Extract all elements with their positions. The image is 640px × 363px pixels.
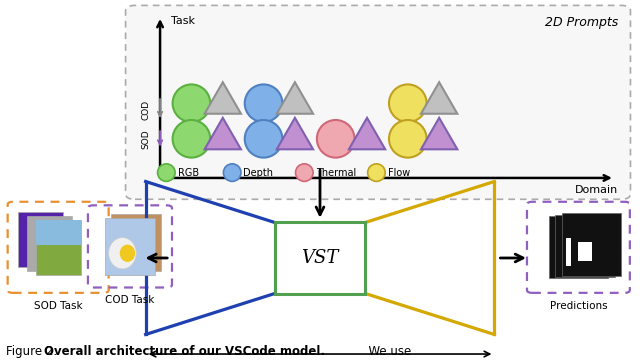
- Text: COD: COD: [142, 100, 151, 121]
- Text: 2D Prompts: 2D Prompts: [545, 16, 618, 29]
- Ellipse shape: [120, 245, 134, 261]
- Bar: [579, 242, 591, 261]
- Text: We use: We use: [361, 345, 411, 358]
- Bar: [562, 213, 621, 276]
- Polygon shape: [205, 82, 241, 114]
- Bar: [555, 215, 615, 277]
- Bar: [111, 215, 161, 271]
- Polygon shape: [421, 118, 458, 149]
- Ellipse shape: [173, 120, 210, 158]
- Text: RGB: RGB: [178, 168, 199, 178]
- Ellipse shape: [223, 164, 241, 182]
- Text: ✦: ✦: [36, 243, 45, 253]
- Ellipse shape: [389, 85, 427, 122]
- Polygon shape: [205, 118, 241, 149]
- Polygon shape: [349, 118, 385, 149]
- Bar: [36, 220, 81, 245]
- Ellipse shape: [244, 85, 282, 122]
- Ellipse shape: [109, 238, 136, 269]
- Bar: [40, 233, 56, 257]
- Ellipse shape: [367, 164, 385, 182]
- Text: Flow: Flow: [388, 168, 410, 178]
- Text: SOD: SOD: [142, 129, 151, 148]
- Polygon shape: [421, 82, 458, 114]
- Text: Overall architecture of our VSCode model.: Overall architecture of our VSCode model…: [44, 345, 325, 358]
- Bar: [36, 220, 81, 275]
- Ellipse shape: [157, 164, 175, 182]
- Bar: [105, 218, 155, 275]
- Bar: [27, 216, 72, 271]
- Bar: [18, 212, 63, 268]
- Text: SOD Task: SOD Task: [34, 301, 83, 311]
- Text: Domain: Domain: [575, 185, 618, 195]
- Text: Figure 2.: Figure 2.: [6, 345, 65, 358]
- Text: Depth: Depth: [243, 168, 273, 178]
- Bar: [548, 216, 608, 278]
- Ellipse shape: [317, 120, 355, 158]
- Polygon shape: [276, 82, 313, 114]
- Text: Task: Task: [172, 16, 195, 26]
- Bar: [566, 238, 571, 266]
- Text: COD Task: COD Task: [105, 295, 155, 305]
- Text: Thermal: Thermal: [316, 168, 356, 178]
- Polygon shape: [276, 118, 313, 149]
- Bar: [275, 223, 365, 294]
- Ellipse shape: [244, 120, 282, 158]
- Ellipse shape: [173, 85, 210, 122]
- Ellipse shape: [389, 120, 427, 158]
- FancyBboxPatch shape: [125, 5, 630, 199]
- Text: Predictions: Predictions: [550, 301, 607, 311]
- Text: VST: VST: [301, 249, 339, 267]
- Ellipse shape: [296, 164, 313, 182]
